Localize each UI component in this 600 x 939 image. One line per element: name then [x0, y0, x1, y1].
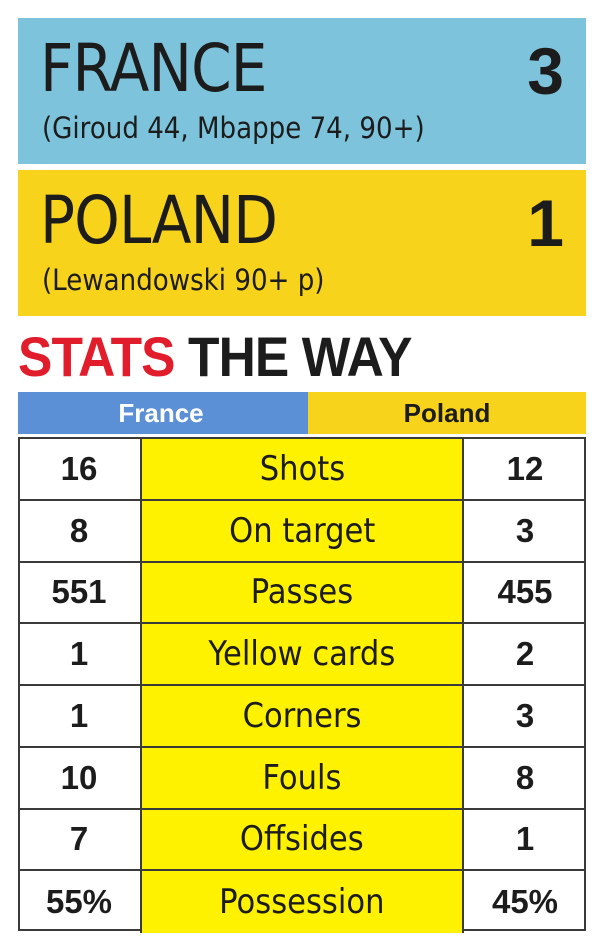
france-score: 3	[527, 34, 564, 108]
france-value: 10	[60, 758, 98, 796]
headline-part-stats: STATS	[18, 325, 176, 388]
header-poland: Poland	[308, 392, 586, 434]
france-value: 16	[60, 449, 98, 487]
stat-row-fouls: 10 Fouls 8	[20, 747, 584, 810]
stat-label: On target	[140, 500, 464, 561]
poland-value: 455	[497, 573, 553, 611]
poland-value: 12	[506, 449, 544, 487]
stat-row-passes: 551 Passes 455	[20, 562, 584, 625]
stat-label: Offsides	[140, 809, 464, 870]
france-value: 55%	[45, 883, 113, 921]
poland-value: 3	[515, 696, 535, 734]
stat-label: Yellow cards	[140, 624, 464, 684]
france-value: 7	[69, 820, 89, 858]
stat-row-offsides: 7 Offsides 1	[20, 809, 584, 872]
stat-label: Fouls	[140, 747, 464, 808]
stat-row-yellow-cards: 1 Yellow cards 2	[20, 624, 584, 686]
poland-scorers: (Lewandowski 90+ p)	[42, 263, 325, 297]
stat-label: Shots	[140, 439, 464, 499]
stat-label: Passes	[140, 562, 464, 623]
poland-value: 1	[515, 820, 535, 858]
stat-row-on-target: 8 On target 3	[20, 500, 584, 563]
headline-part-the-way: THE WAY	[188, 325, 412, 388]
stats-table-header: France Poland	[18, 392, 586, 434]
france-score-panel: FRANCE 3 (Giroud 44, Mbappe 74, 90+)	[18, 18, 586, 164]
stat-row-shots: 16 Shots 12	[20, 439, 584, 501]
stat-label: Possession	[140, 871, 464, 933]
poland-score-panel: POLAND 1 (Lewandowski 90+ p)	[18, 170, 586, 316]
france-value: 1	[69, 696, 89, 734]
poland-team-name: POLAND	[40, 182, 278, 259]
poland-value: 2	[515, 635, 535, 673]
stat-row-possession: 55% Possession 45%	[20, 871, 584, 933]
stat-label: Corners	[140, 686, 464, 746]
stats-table: 16 Shots 12 8 On target 3 551 Passes 455…	[18, 437, 586, 933]
france-scorers: (Giroud 44, Mbappe 74, 90+)	[42, 111, 425, 145]
header-france: France	[18, 392, 308, 434]
france-value: 551	[51, 573, 107, 611]
stat-row-corners: 1 Corners 3	[20, 686, 584, 748]
france-value: 8	[69, 511, 89, 549]
poland-value: 8	[515, 758, 535, 796]
stats-headline: STATS THE WAY	[18, 324, 412, 390]
france-team-name: FRANCE	[40, 30, 267, 107]
poland-value: 45%	[491, 883, 559, 921]
poland-value: 3	[515, 511, 535, 549]
france-value: 1	[69, 635, 89, 673]
poland-score: 1	[527, 186, 564, 260]
